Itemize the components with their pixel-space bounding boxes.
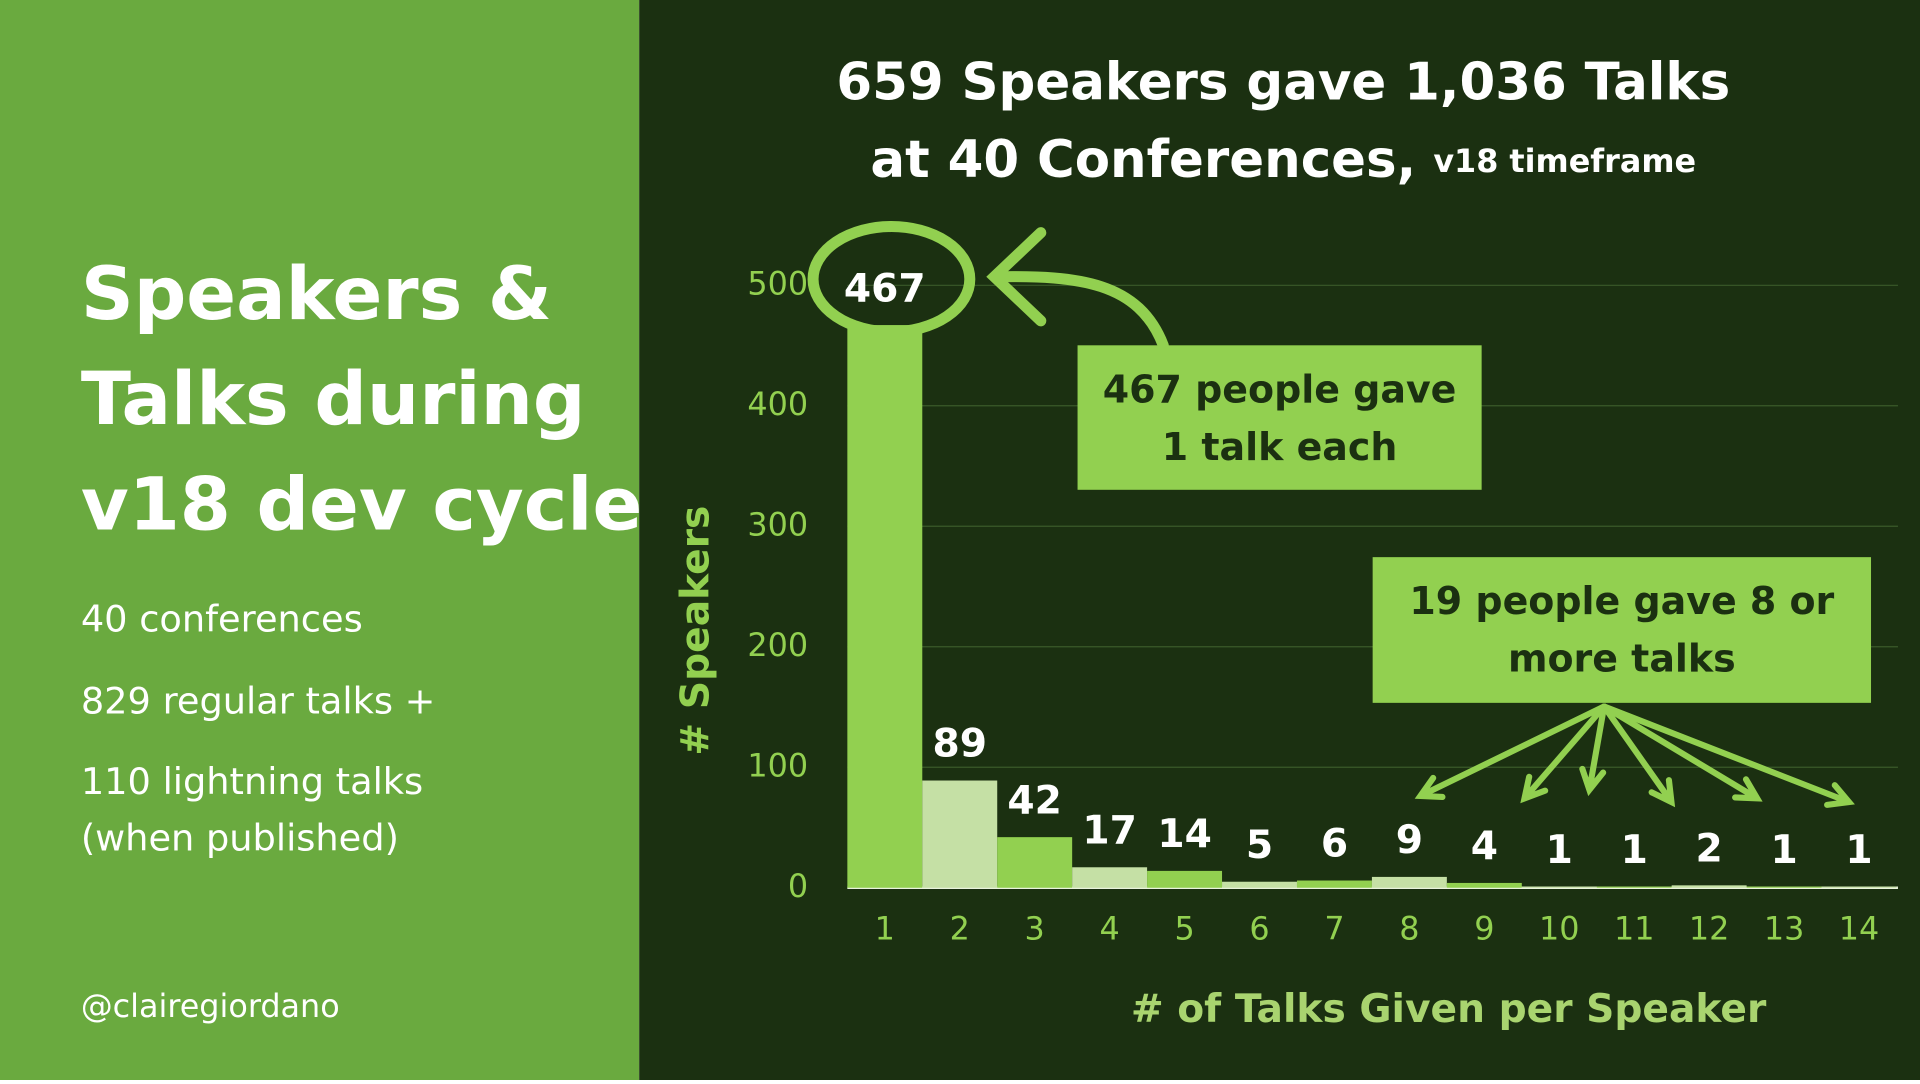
chart-title-line: at 40 Conferences, bbox=[870, 130, 1416, 190]
annotation-arrow bbox=[1520, 703, 1608, 804]
data-label: 1 bbox=[1546, 828, 1573, 873]
data-label: 6 bbox=[1321, 822, 1348, 867]
x-tick-label: 8 bbox=[1399, 910, 1419, 948]
sidebar-title: Speakers & bbox=[81, 252, 552, 337]
x-tick-label: 4 bbox=[1099, 910, 1119, 948]
annotation-text: 467 people gave bbox=[1103, 367, 1457, 411]
x-tick-label: 10 bbox=[1539, 910, 1580, 948]
sidebar-title: Talks during bbox=[81, 357, 586, 442]
bar bbox=[1521, 886, 1597, 888]
data-label: 1 bbox=[1770, 828, 1797, 873]
annotation-arrows bbox=[1414, 703, 1855, 808]
y-axis-label: # Speakers bbox=[673, 506, 718, 756]
data-label: 5 bbox=[1246, 823, 1273, 868]
arrow bbox=[992, 271, 1169, 351]
sidebar: Speakers & Talks during v18 dev cycle 40… bbox=[81, 252, 642, 1025]
data-label: 2 bbox=[1696, 827, 1723, 872]
data-label: 1 bbox=[1845, 828, 1872, 873]
chart-title: at 40 Conferences, v18 timeframe bbox=[870, 130, 1696, 190]
bar bbox=[1222, 881, 1297, 888]
annotation-arrow bbox=[1601, 703, 1676, 808]
x-tick-label: 13 bbox=[1764, 910, 1805, 948]
bar bbox=[1072, 867, 1148, 888]
annotation-text: more talks bbox=[1508, 637, 1736, 681]
data-label: 467 bbox=[844, 266, 926, 311]
chart-title: 659 Speakers gave 1,036 Talks bbox=[836, 53, 1730, 113]
bar bbox=[847, 325, 923, 888]
bar bbox=[1746, 886, 1822, 888]
x-tick-label: 9 bbox=[1474, 910, 1494, 948]
y-tick-label: 0 bbox=[788, 867, 808, 905]
annotation-text: 1 talk each bbox=[1162, 425, 1398, 469]
fact: 110 lightning talks bbox=[81, 760, 423, 803]
annotation-box bbox=[1077, 345, 1482, 490]
fact: (when published) bbox=[81, 817, 399, 860]
x-axis-label: # of Talks Given per Speaker bbox=[1131, 987, 1767, 1032]
annotation-arrow bbox=[1414, 703, 1608, 801]
bar bbox=[1296, 880, 1372, 888]
bar bbox=[1821, 886, 1897, 888]
fact: 40 conferences bbox=[81, 597, 363, 640]
data-label: 89 bbox=[932, 722, 987, 767]
highlight-circle bbox=[807, 221, 976, 338]
chart-subtitle: v18 timeframe bbox=[1433, 142, 1696, 180]
data-label: 1 bbox=[1621, 828, 1648, 873]
sidebar-bg bbox=[0, 0, 640, 1080]
sidebar-title: v18 dev cycle bbox=[81, 462, 642, 547]
y-tick-label: 200 bbox=[747, 626, 808, 664]
bar bbox=[1446, 882, 1522, 888]
x-tick-label: 11 bbox=[1614, 910, 1655, 948]
x-tick-label: 14 bbox=[1839, 910, 1880, 948]
x-tick-label: 12 bbox=[1689, 910, 1730, 948]
annotation-arrow bbox=[1579, 703, 1608, 797]
y-tick-label: 100 bbox=[747, 746, 808, 784]
y-tick-label: 400 bbox=[747, 385, 808, 423]
bar bbox=[1371, 876, 1447, 888]
fact: 829 regular talks + bbox=[81, 679, 436, 722]
x-tick-label: 2 bbox=[950, 910, 970, 948]
y-tick-label: 300 bbox=[747, 505, 808, 543]
data-label: 42 bbox=[1007, 778, 1062, 823]
x-tick-label: 1 bbox=[875, 910, 895, 948]
annotation-arrow bbox=[1601, 703, 1763, 802]
data-label: 4 bbox=[1471, 824, 1498, 869]
data-label: 14 bbox=[1157, 812, 1212, 857]
bar bbox=[997, 837, 1073, 888]
x-tick-label: 6 bbox=[1249, 910, 1269, 948]
arrow-head bbox=[986, 227, 1047, 327]
x-tick-label: 5 bbox=[1174, 910, 1194, 948]
bar bbox=[1671, 885, 1747, 888]
annotation-box bbox=[1372, 557, 1872, 703]
x-tick-label: 3 bbox=[1025, 910, 1045, 948]
annotation-arrow bbox=[1601, 703, 1855, 808]
annotation-text: 19 people gave 8 or bbox=[1409, 579, 1834, 623]
data-label: 9 bbox=[1396, 818, 1423, 863]
bar bbox=[1596, 886, 1672, 888]
arrows bbox=[807, 221, 1169, 351]
y-tick-label: 500 bbox=[747, 264, 808, 302]
bar bbox=[1147, 870, 1223, 888]
x-tick-label: 7 bbox=[1324, 910, 1344, 948]
data-label: 17 bbox=[1082, 808, 1137, 853]
bar bbox=[922, 780, 998, 888]
handle: @clairegiordano bbox=[81, 987, 340, 1025]
